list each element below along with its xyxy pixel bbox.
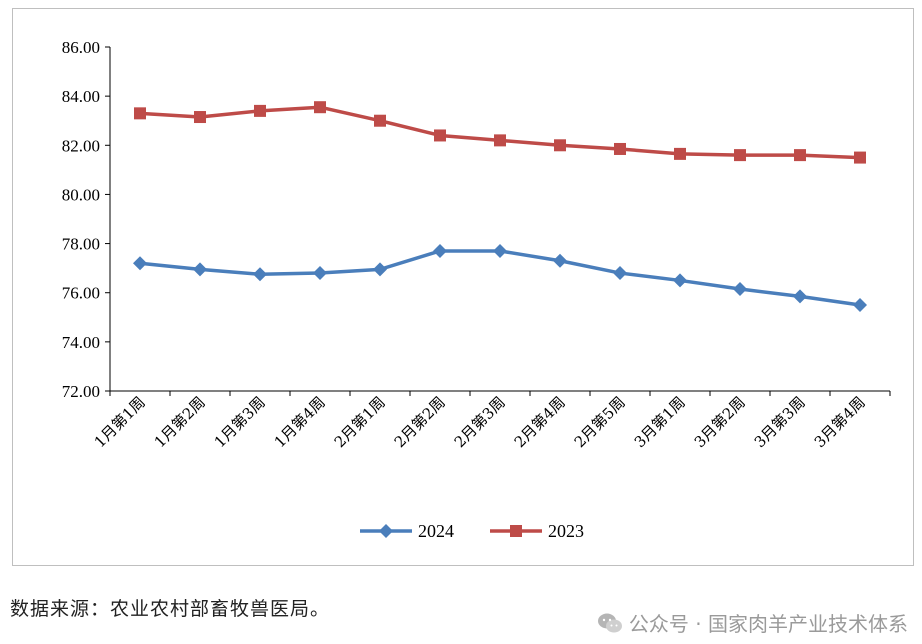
x-tick-label: 3月第2周 <box>691 393 749 451</box>
data-point-2024 <box>613 266 627 281</box>
line-chart: 72.00 74.00 76.00 78.00 80.00 82.00 84.00 86.00… <box>62 38 891 541</box>
x-tick-label: 1月第2周 <box>151 393 209 451</box>
data-source-note: 数据来源：农业农村部畜牧兽医局。 <box>10 598 331 620</box>
data-point-2023 <box>134 107 146 120</box>
data-point-2024 <box>313 266 327 281</box>
data-point-2023 <box>194 111 206 124</box>
series-line-2023 <box>139 105 861 160</box>
data-point-2023 <box>314 101 326 114</box>
data-point-2024 <box>493 243 507 258</box>
x-tick-label: 3月第1周 <box>631 393 689 451</box>
x-tick-label: 3月第3周 <box>751 393 809 451</box>
series-line-2024 <box>139 249 861 307</box>
legend-marker-2024 <box>379 524 393 538</box>
x-tick-label: 2月第5周 <box>571 393 629 451</box>
x-tick-label: 1月第1周 <box>91 393 149 451</box>
data-point-2023 <box>434 129 446 142</box>
data-point-2024 <box>673 273 687 288</box>
x-tick-label: 2月第3周 <box>451 393 509 451</box>
data-point-2023 <box>794 149 806 162</box>
data-point-2024 <box>433 243 447 258</box>
data-point-2024 <box>193 262 207 277</box>
data-point-2024 <box>733 282 747 297</box>
y-tick-label: 74.00 <box>62 333 100 352</box>
y-tick-label: 78.00 <box>62 235 100 254</box>
x-tick-label: 1月第3周 <box>211 393 269 451</box>
y-tick-label: 82.00 <box>62 136 100 155</box>
data-point-2023 <box>854 151 866 164</box>
y-tick-label: 86.00 <box>62 38 100 57</box>
y-tick-label: 72.00 <box>62 382 100 401</box>
data-point-2024 <box>373 262 387 277</box>
data-point-2023 <box>614 142 626 155</box>
chart-frame <box>12 8 914 566</box>
y-tick-label: 80.00 <box>62 185 100 204</box>
watermark-text: 公众号 · 国家肉羊产业技术体系 <box>628 612 908 636</box>
x-tick-label: 3月第4周 <box>811 393 869 451</box>
data-point-2024 <box>133 256 147 271</box>
legend-marker-2023 <box>510 525 522 537</box>
data-point-2023 <box>554 139 566 152</box>
data-point-2024 <box>853 298 867 312</box>
legend-label-2023: 2023 <box>548 521 584 541</box>
data-point-2024 <box>253 267 267 282</box>
data-point-2024 <box>793 289 807 304</box>
data-point-2023 <box>374 114 386 127</box>
y-tick-label: 84.00 <box>62 87 100 106</box>
x-tick-label: 2月第4周 <box>511 393 569 451</box>
data-point-2023 <box>734 149 746 162</box>
watermark: 公众号 · 国家肉羊产业技术体系 <box>597 608 908 637</box>
x-tick-label: 2月第2周 <box>391 393 449 451</box>
x-tick-label: 2月第1周 <box>331 393 389 451</box>
y-tick-label: 76.00 <box>62 284 100 303</box>
data-point-2023 <box>674 147 686 160</box>
legend-label-2024: 2024 <box>418 521 454 541</box>
data-point-2023 <box>494 134 506 147</box>
wechat-icon <box>597 613 622 632</box>
data-point-2024 <box>553 253 567 268</box>
data-point-2023 <box>254 104 266 117</box>
x-tick-label: 1月第4周 <box>271 393 329 451</box>
